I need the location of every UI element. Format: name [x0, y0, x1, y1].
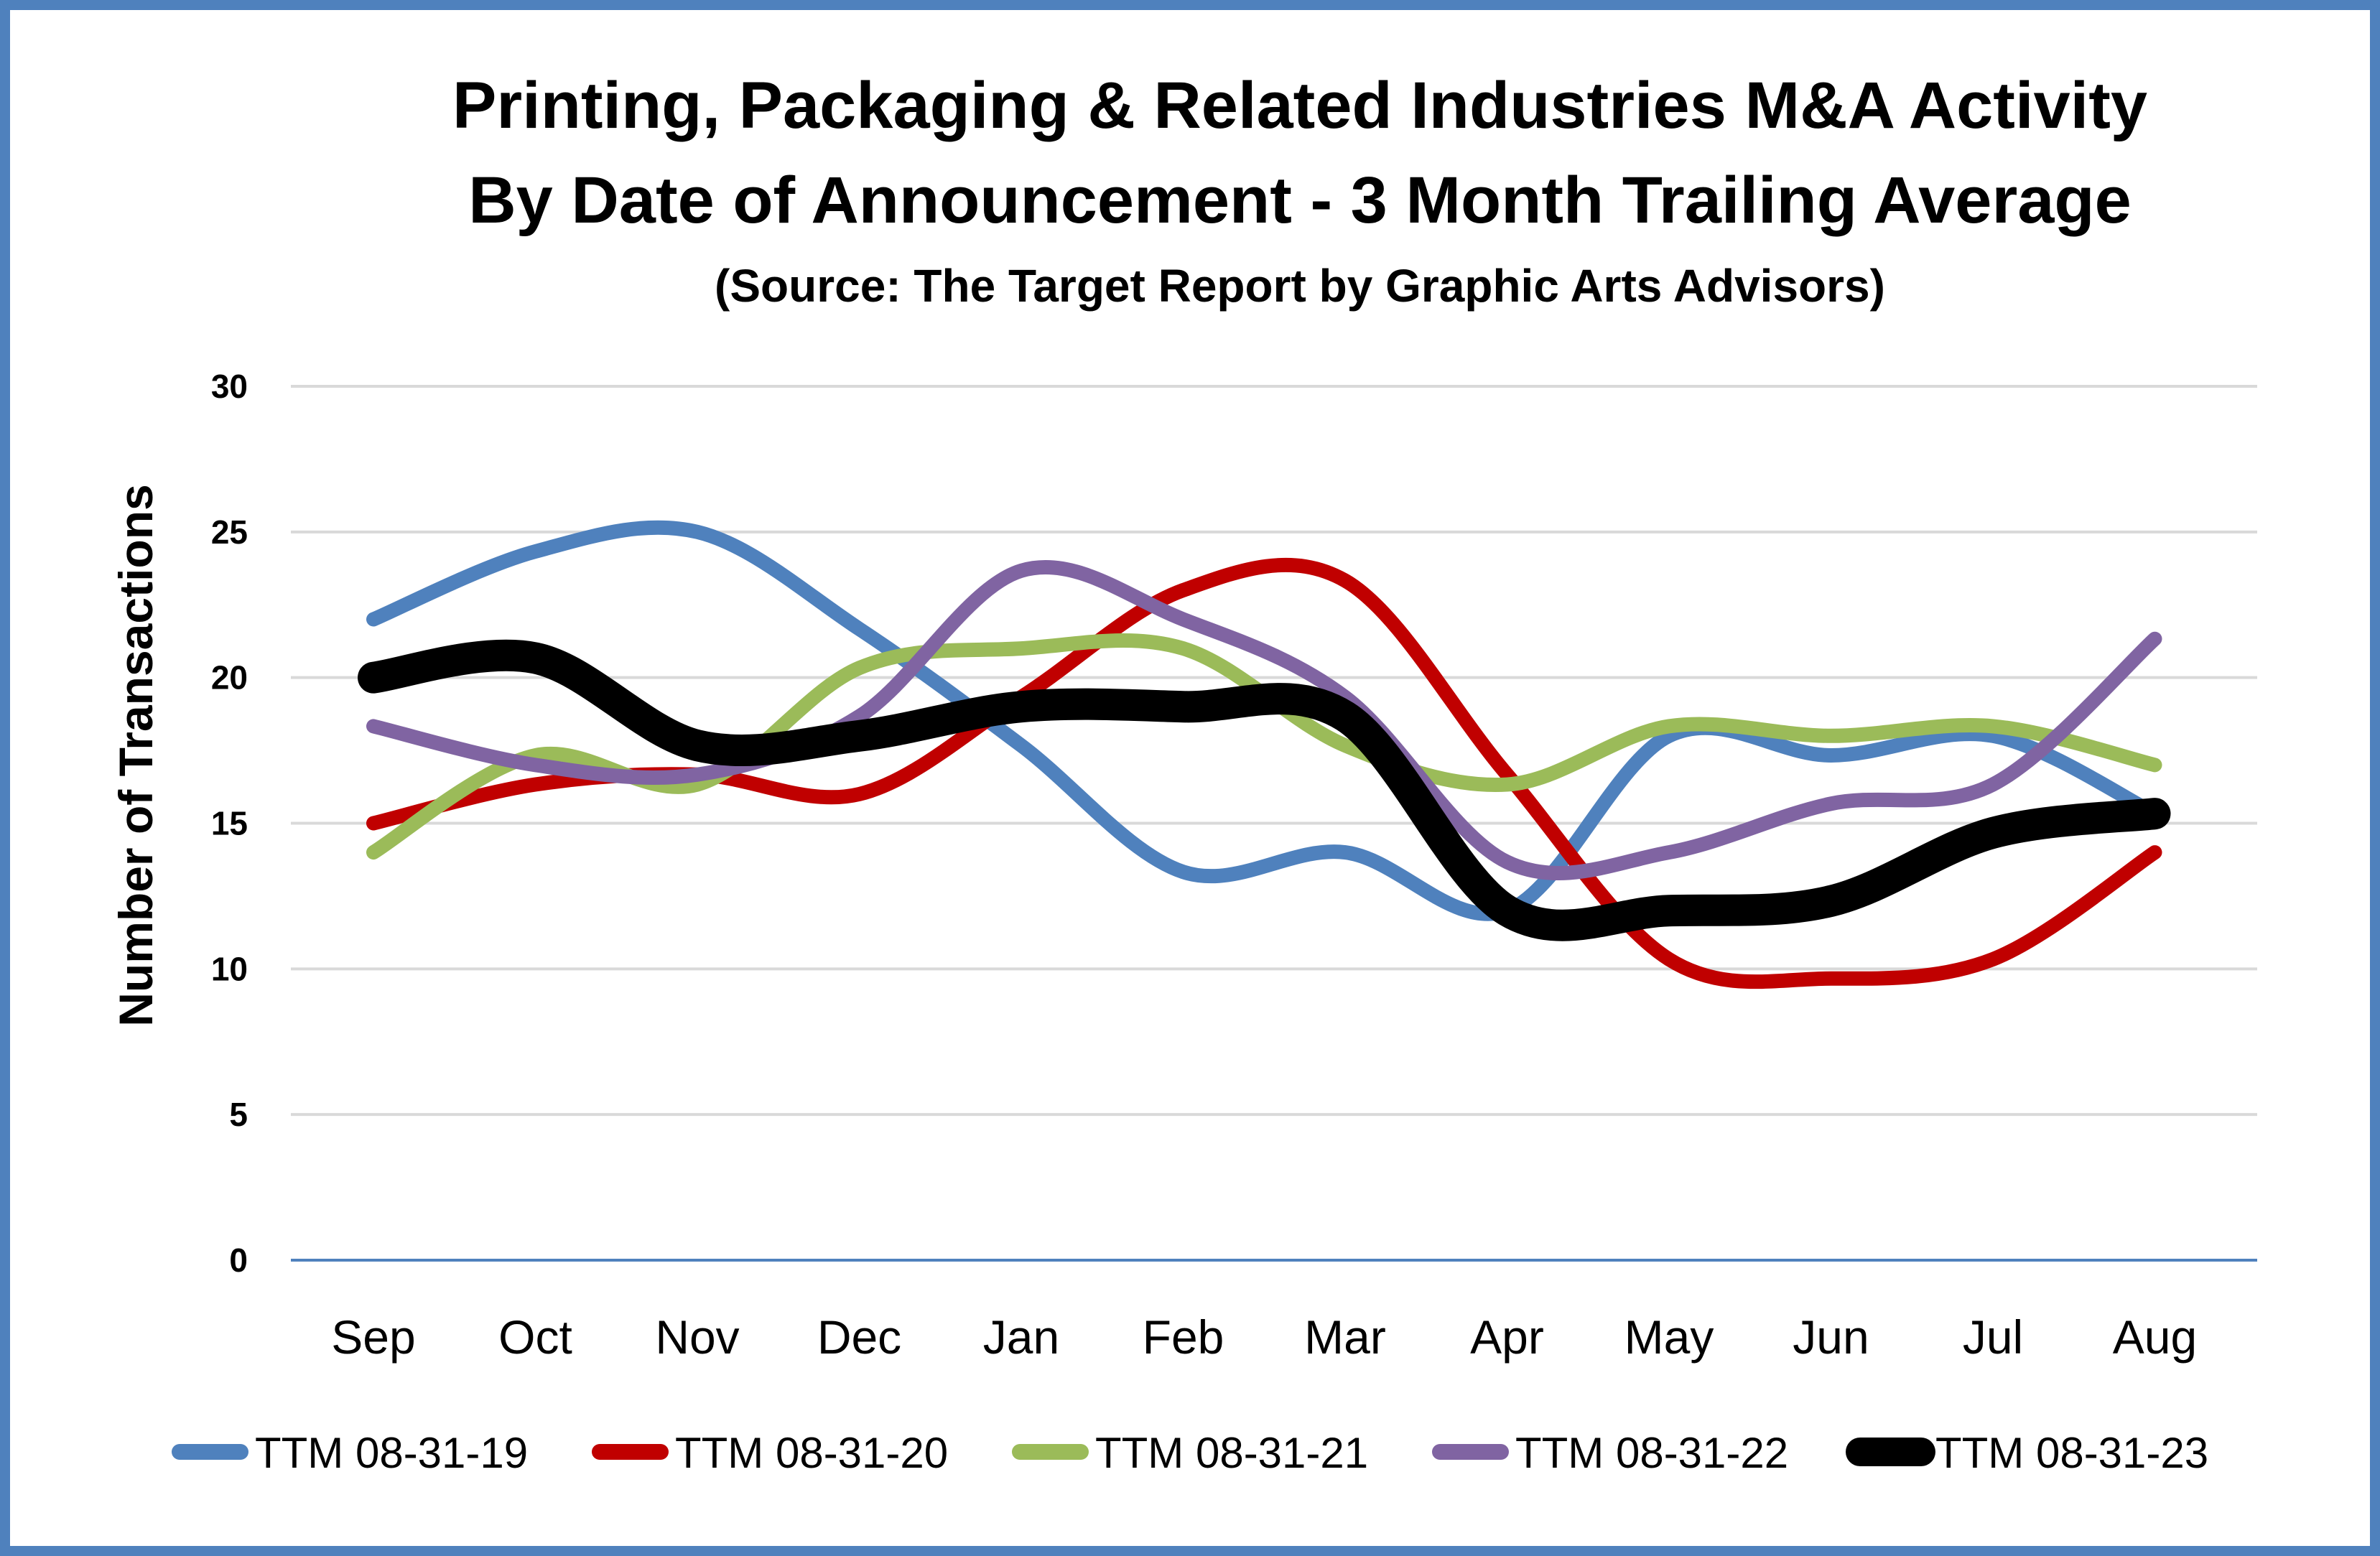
x-tick-label: Aug	[2113, 1310, 2197, 1364]
series-ttm-08-31-22	[366, 560, 2162, 881]
data-point	[1021, 570, 1022, 571]
y-tick-label: 15	[211, 805, 248, 842]
data-point	[1669, 910, 1670, 911]
x-tick-label: Jan	[983, 1310, 1059, 1364]
data-point	[1669, 852, 1670, 853]
legend-item: TTM 08-31-19	[172, 1429, 528, 1477]
x-tick-label: Nov	[655, 1310, 739, 1364]
data-point	[1993, 726, 1994, 727]
legend-item: TTM 08-31-20	[592, 1429, 948, 1477]
data-point	[859, 735, 860, 736]
x-tick-label: May	[1624, 1310, 1714, 1364]
gridlines	[291, 385, 2257, 1117]
y-tick-label: 25	[211, 513, 248, 551]
data-point	[1183, 648, 1184, 649]
legend: TTM 08-31-19 TTM 08-31-20 TTM 08-31-21 TTM …	[172, 1429, 2208, 1477]
data-point	[697, 531, 698, 532]
chart-title: Printing, Packaging & Related Industries…	[452, 69, 2147, 142]
data-point	[373, 726, 374, 727]
legend-item: TTM 08-31-23	[1846, 1429, 2208, 1477]
y-axis-ticks: 0 5 10 15 20 25 30	[211, 368, 248, 1279]
series-line	[358, 639, 2171, 941]
series-lines	[358, 520, 2171, 989]
data-point	[535, 551, 536, 552]
data-point	[373, 677, 374, 678]
series-ttm-08-31-21	[366, 633, 2162, 860]
data-point	[1669, 726, 1670, 727]
data-point	[1021, 648, 1022, 649]
data-point	[1345, 580, 1346, 581]
data-point	[1345, 852, 1346, 853]
data-point	[859, 716, 860, 717]
x-tick-label: Sep	[331, 1310, 415, 1364]
data-point	[373, 823, 374, 824]
legend-item: TTM 08-31-21	[1012, 1429, 1368, 1477]
data-point	[859, 628, 860, 629]
chart-source-note: (Source: The Target Report by Graphic Ar…	[715, 260, 1885, 312]
y-axis-label: Number of Transactions	[109, 484, 162, 1027]
data-point	[1345, 745, 1346, 746]
series-ttm-08-31-19	[366, 520, 2162, 921]
data-point	[1993, 832, 1994, 833]
x-tick-label: Feb	[1143, 1310, 1224, 1364]
x-tick-label: Dec	[817, 1310, 901, 1364]
chart-title-block: Printing, Packaging & Related Industries…	[452, 69, 2147, 312]
legend-label: TTM 08-31-23	[1935, 1429, 2208, 1477]
data-point	[373, 619, 374, 620]
y-tick-label: 5	[229, 1096, 248, 1133]
data-point	[2154, 852, 2155, 853]
data-point	[1021, 745, 1022, 746]
legend-item: TTM 08-31-22	[1432, 1429, 1788, 1477]
legend-label: TTM 08-31-19	[255, 1429, 528, 1477]
data-point	[1993, 735, 1994, 736]
y-tick-label: 10	[211, 950, 248, 987]
data-point	[373, 852, 374, 853]
data-point	[697, 774, 698, 775]
data-point	[697, 784, 698, 785]
legend-label: TTM 08-31-22	[1515, 1429, 1788, 1477]
series-line	[366, 633, 2162, 860]
data-point	[697, 745, 698, 746]
x-tick-label: Oct	[498, 1310, 572, 1364]
data-point	[2154, 638, 2155, 639]
y-tick-label: 30	[211, 368, 248, 405]
data-point	[1669, 735, 1670, 736]
legend-label: TTM 08-31-21	[1095, 1429, 1368, 1477]
y-tick-label: 0	[229, 1241, 248, 1279]
series-line	[366, 520, 2162, 921]
x-axis-ticks: Sep Oct Nov Dec Jan Feb Mar Apr May Jun Jul Aug	[331, 1310, 2197, 1364]
data-point	[535, 784, 536, 785]
x-tick-label: Jun	[1793, 1310, 1869, 1364]
data-point	[859, 793, 860, 794]
x-tick-label: Mar	[1304, 1310, 1386, 1364]
series-ttm-08-31-23	[358, 639, 2171, 941]
data-point	[1183, 619, 1184, 620]
x-tick-label: Jul	[1963, 1310, 2023, 1364]
chart-subtitle: By Date of Announcement - 3 Month Traili…	[468, 164, 2132, 237]
series-line	[366, 560, 2162, 881]
x-tick-label: Apr	[1470, 1310, 1544, 1364]
legend-label: TTM 08-31-20	[675, 1429, 948, 1477]
data-point	[1993, 784, 1994, 785]
y-tick-label: 20	[211, 659, 248, 697]
data-point	[1345, 716, 1346, 717]
